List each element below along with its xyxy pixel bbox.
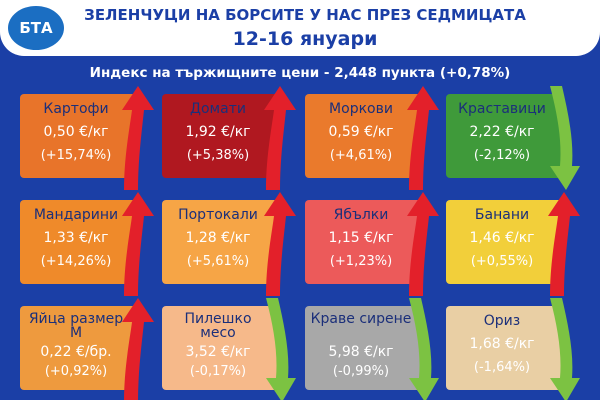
product-card: Краставици 2,22 €/кг (-2,12%): [446, 86, 580, 190]
product-price: 3,52 €/кг: [185, 344, 251, 360]
price-change: (+4,61%): [329, 148, 393, 163]
price-change: (+0,55%): [470, 254, 534, 269]
product-name: Мандарини: [33, 207, 119, 223]
arrow-shape: [122, 86, 154, 190]
product-card: Моркови 0,59 €/кг (+4,61%): [305, 86, 439, 190]
product-card: Ориз 1,68 €/кг (-1,64%): [446, 298, 580, 400]
trend-arrow: [550, 86, 580, 190]
product-card: Портокали 1,28 €/кг (+5,61%): [162, 192, 296, 296]
arrow-shape: [266, 298, 296, 400]
product-price: 5,98 €/кг: [328, 344, 394, 360]
product-name: Ябълки: [333, 207, 389, 223]
product-name: Портокали: [178, 207, 258, 223]
price-change: (+1,23%): [329, 254, 393, 269]
product-price: 1,28 €/кг: [185, 230, 251, 246]
price-change: (+15,74%): [40, 148, 112, 163]
arrow-shape: [122, 298, 154, 400]
product-card: Ябълки 1,15 €/кг (+1,23%): [305, 192, 439, 296]
logo: БТА: [8, 6, 64, 50]
arrow-shape: [550, 86, 580, 190]
price-change: (-0,17%): [189, 364, 247, 379]
product-card: Картофи 0,50 €/кг (+15,74%): [20, 86, 154, 190]
product-card: Яйца размер М 0,22 €/бр. (+0,92%): [20, 298, 154, 400]
trend-arrow: [409, 298, 439, 400]
arrow-shape: [548, 192, 580, 296]
product-price: 1,33 €/кг: [43, 230, 109, 246]
title: ЗЕЛЕНЧУЦИ НА БОРСИТЕ У НАС ПРЕЗ СЕДМИЦАТ…: [84, 6, 526, 24]
trend-arrow: [122, 192, 154, 296]
index-line: Индекс на тържищните цени - 2,448 пункта…: [89, 65, 511, 81]
product-card: Краве сирене 5,98 €/кг (-0,99%): [305, 298, 439, 400]
arrow-shape: [409, 298, 439, 400]
product-price: 1,92 €/кг: [185, 124, 251, 140]
product-card: Пилешко месо 3,52 €/кг (-0,17%): [162, 298, 296, 400]
product-name: Моркови: [329, 101, 393, 117]
trend-arrow: [548, 192, 580, 296]
price-change: (+0,92%): [44, 364, 108, 379]
product-card: Мандарини 1,33 €/кг (+14,26%): [20, 192, 154, 296]
product-name: Банани: [474, 207, 530, 223]
trend-arrow: [407, 86, 439, 190]
trend-arrow: [266, 298, 296, 400]
arrow-shape: [407, 86, 439, 190]
trend-arrow: [122, 86, 154, 190]
product-price: 0,22 €/бр.: [40, 344, 112, 360]
product-price: 1,68 €/кг: [469, 336, 535, 352]
product-name: Краве сирене: [310, 311, 412, 327]
trend-arrow: [122, 298, 154, 400]
product-name: Домати: [190, 101, 246, 117]
date: 12-16 януари: [232, 28, 378, 50]
header: БТА ЗЕЛЕНЧУЦИ НА БОРСИТЕ У НАС ПРЕЗ СЕДМ…: [0, 0, 600, 56]
product-name: Пилешко месо: [184, 311, 252, 341]
product-name: Ориз: [483, 313, 521, 329]
trend-arrow: [550, 298, 580, 400]
price-change: (+14,26%): [40, 254, 112, 269]
trend-arrow: [407, 192, 439, 296]
trend-arrow: [264, 86, 296, 190]
product-price: 1,46 €/кг: [469, 230, 535, 246]
product-card: Домати 1,92 €/кг (+5,38%): [162, 86, 296, 190]
trend-arrow: [264, 192, 296, 296]
price-change: (+5,38%): [186, 148, 250, 163]
product-name: Краставици: [458, 101, 546, 117]
arrow-shape: [264, 86, 296, 190]
arrow-shape: [264, 192, 296, 296]
product-price: 0,50 €/кг: [43, 124, 109, 140]
arrow-shape: [550, 298, 580, 400]
product-price: 2,22 €/кг: [469, 124, 535, 140]
product-name: Картофи: [43, 101, 109, 117]
arrow-shape: [407, 192, 439, 296]
product-price: 0,59 €/кг: [328, 124, 394, 140]
product-price: 1,15 €/кг: [328, 230, 394, 246]
product-card: Банани 1,46 €/кг (+0,55%): [446, 192, 580, 296]
arrow-shape: [122, 192, 154, 296]
price-change: (+5,61%): [186, 254, 250, 269]
product-name: Яйца размер М: [28, 311, 124, 341]
price-change: (-0,99%): [332, 364, 390, 379]
price-change: (-2,12%): [473, 148, 531, 163]
price-change: (-1,64%): [473, 360, 531, 375]
